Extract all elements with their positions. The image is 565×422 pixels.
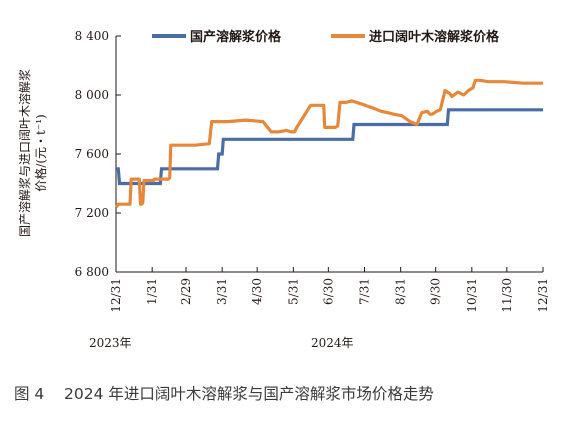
x-tick-label: 5/31 [286,278,300,305]
y-tick-label: 8 000 [75,88,109,102]
year-label-2023: 2023年 [89,336,132,350]
x-tick-label: 1/31 [145,278,159,305]
x-axis-ticks: 12/31 1/31 2/29 3/31 4/30 5/31 6/30 7/31 8/31 9/3… [109,267,550,313]
legend-label-domestic: 国产溶解浆价格 [190,29,282,45]
series-line-imported [114,78,543,209]
y-tick-label: 8 400 [75,29,109,43]
year-label-2024: 2024年 [311,336,354,350]
x-tick-label: 12/31 [536,278,550,313]
y-axis-title-line-2: 价格/(元・t⁻¹) [33,114,48,191]
x-tick-label: 12/31 [109,278,123,313]
legend: 国产溶解浆价格 进口阔叶木溶解浆价格 [152,29,500,45]
legend-label-imported: 进口阔叶木溶解浆价格 [369,29,500,45]
y-axis-title: 国产溶解浆与进口阔叶木溶解浆 价格/(元・t⁻¹) [17,69,48,237]
y-tick-label: 7 200 [75,206,109,220]
x-tick-label: 7/31 [358,278,372,305]
figure-caption: 图 4 2024 年进口阔叶木溶解浆与国产溶解浆市场价格走势 [14,385,434,403]
x-tick-label: 4/30 [250,278,264,305]
x-tick-label: 3/31 [215,278,229,305]
y-axis-ticks: 6 800 7 200 7 600 8 000 8 400 [75,29,121,279]
series-line-domestic [116,108,543,186]
x-tick-label: 11/30 [500,278,514,313]
x-tick-label: 9/30 [429,278,443,305]
x-tick-label: 2/29 [179,278,193,305]
x-tick-label: 6/30 [321,278,335,305]
y-axis-title-line-1: 国产溶解浆与进口阔叶木溶解浆 [17,69,32,237]
y-tick-label: 7 600 [75,147,109,161]
x-tick-label: 8/31 [394,278,408,305]
x-tick-label: 10/31 [465,278,479,313]
y-tick-label: 6 800 [75,265,109,279]
